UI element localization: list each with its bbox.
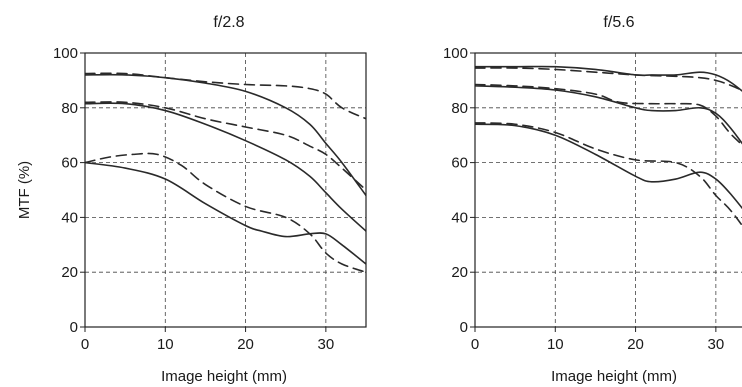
x-tick-label: 10: [157, 336, 174, 353]
x-axis-label: Image height (mm): [161, 368, 287, 385]
chart-panel-f2-8: f/2.8 0 10 20 30 0 20 40 60 80 100 Image height …: [16, 14, 367, 385]
y-tick-label: 20: [451, 264, 468, 281]
x-tick-label: 20: [237, 336, 254, 353]
x-tick-label: 0: [81, 336, 89, 353]
series-line-solid: [475, 85, 742, 145]
y-tick-labels: 0 20 40 60 80 100: [443, 45, 475, 336]
chart-title: f/2.8: [213, 14, 244, 31]
plot-frame: [84, 52, 367, 328]
series-line-solid: [85, 161, 366, 265]
y-tick-label: 80: [451, 100, 468, 117]
series-line-solid: [475, 123, 742, 210]
series-line-dashed: [85, 101, 366, 191]
series-lines: [85, 72, 366, 273]
series-line-solid: [85, 73, 366, 197]
series-line-dashed: [85, 152, 366, 273]
y-tick-label: 0: [70, 319, 78, 336]
chart-title: f/5.6: [603, 14, 634, 31]
x-tick-label: 30: [708, 336, 725, 353]
y-tick-label: 60: [451, 155, 468, 172]
series-line-solid: [475, 65, 742, 92]
x-axis-label: Image height (mm): [551, 368, 677, 385]
x-tick-label: 0: [471, 336, 479, 353]
series-line-dashed: [85, 72, 366, 120]
y-tick-label: 20: [61, 264, 78, 281]
y-tick-label: 100: [53, 45, 78, 62]
y-tick-label: 0: [460, 319, 468, 336]
x-tick-label: 20: [627, 336, 644, 353]
y-tick-label: 60: [61, 155, 78, 172]
plot-frame: [474, 52, 742, 328]
y-tick-label: 100: [443, 45, 468, 62]
series-line-dashed: [475, 122, 742, 227]
x-tick-label: 10: [547, 336, 564, 353]
series-lines: [475, 65, 742, 227]
chart-panel-f5-6: f/5.6 0 10 20 30 0 20 40 60 80 100 Image height …: [443, 14, 742, 385]
series-line-solid: [85, 102, 366, 232]
y-tick-label: 40: [61, 209, 78, 226]
x-tick-label: 30: [318, 336, 335, 353]
series-line-dashed: [475, 83, 742, 146]
y-tick-label: 80: [61, 100, 78, 117]
grid: [475, 53, 742, 327]
y-tick-labels: 0 20 40 60 80 100: [53, 45, 85, 336]
x-tick-labels: 0 10 20 30: [81, 327, 334, 353]
grid: [85, 53, 366, 327]
y-axis-label: MTF (%): [16, 161, 33, 219]
x-tick-labels: 0 10 20 30: [471, 327, 724, 353]
series-line-dashed: [475, 67, 742, 92]
y-tick-label: 40: [451, 209, 468, 226]
